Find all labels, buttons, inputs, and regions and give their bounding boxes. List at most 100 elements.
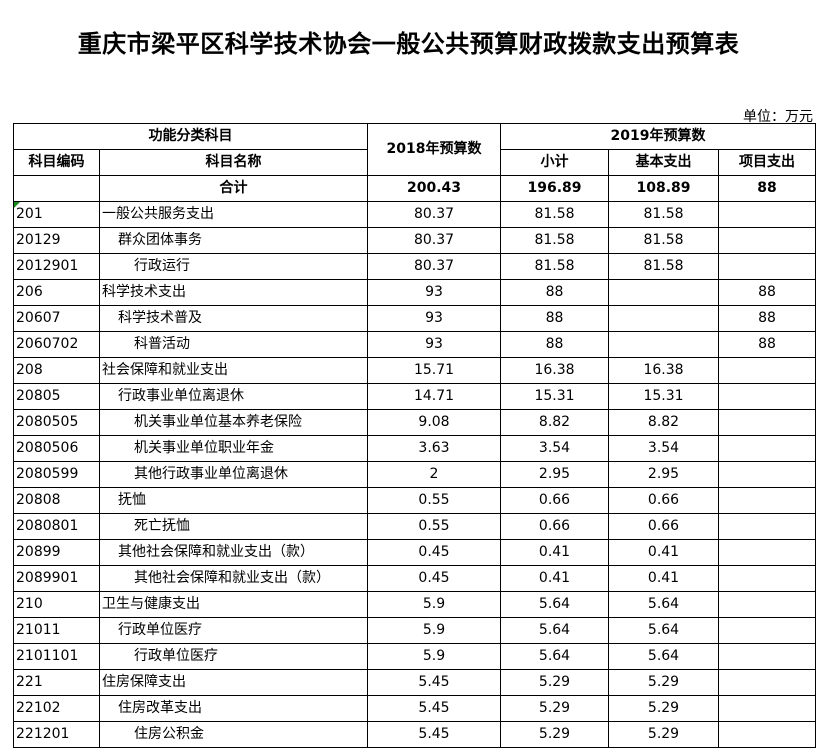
row-project <box>718 643 816 670</box>
total-project: 88 <box>718 175 816 202</box>
table-row: 20808 抚恤 0.55 0.66 0.66 <box>13 487 816 514</box>
row-subtotal: 15.31 <box>500 383 609 410</box>
row-2018: 9.08 <box>367 409 501 436</box>
row-project <box>718 695 816 722</box>
row-name: 卫生与健康支出 <box>99 591 368 618</box>
table-row: 208 社会保障和就业支出 15.71 16.38 16.38 <box>13 357 816 384</box>
row-basic <box>608 331 719 358</box>
row-basic: 5.29 <box>608 721 719 748</box>
row-subtotal: 0.41 <box>500 565 609 592</box>
row-2018: 0.45 <box>367 539 501 566</box>
row-name: 行政单位医疗 <box>99 643 368 670</box>
row-name: 行政事业单位离退休 <box>99 383 368 410</box>
row-code: 2060702 <box>13 331 100 358</box>
total-code <box>13 175 100 202</box>
row-2018: 5.9 <box>367 591 501 618</box>
table-row: 22102 住房改革支出 5.45 5.29 5.29 <box>13 695 816 722</box>
row-2018: 93 <box>367 305 501 332</box>
row-subtotal: 5.29 <box>500 721 609 748</box>
row-subtotal: 0.66 <box>500 487 609 514</box>
row-project <box>718 461 816 488</box>
row-name: 其他社会保障和就业支出（款） <box>99 539 368 566</box>
row-2018: 5.9 <box>367 643 501 670</box>
header-basic: 基本支出 <box>608 149 719 176</box>
row-subtotal: 5.29 <box>500 695 609 722</box>
row-name: 社会保障和就业支出 <box>99 357 368 384</box>
row-name: 一般公共服务支出 <box>99 201 368 228</box>
row-2018: 5.45 <box>367 669 501 696</box>
row-name: 群众团体事务 <box>99 227 368 254</box>
row-code: 221201 <box>13 721 100 748</box>
row-subtotal: 2.95 <box>500 461 609 488</box>
table-row: 221201 住房公积金 5.45 5.29 5.29 <box>13 721 816 748</box>
row-subtotal: 5.64 <box>500 643 609 670</box>
row-2018: 5.45 <box>367 721 501 748</box>
row-2018: 80.37 <box>367 227 501 254</box>
row-code: 20805 <box>13 383 100 410</box>
table-row: 20899 其他社会保障和就业支出（款） 0.45 0.41 0.41 <box>13 539 816 566</box>
row-basic: 16.38 <box>608 357 719 384</box>
row-subtotal: 81.58 <box>500 227 609 254</box>
row-code: 201 <box>13 201 100 228</box>
header-row-1: 功能分类科目 2018年预算数 2019年预算数 <box>13 123 816 176</box>
row-2018: 80.37 <box>367 253 501 280</box>
row-basic: 2.95 <box>608 461 719 488</box>
total-row: 合计 200.43 196.89 108.89 88 <box>13 175 816 202</box>
row-name: 抚恤 <box>99 487 368 514</box>
row-2018: 0.45 <box>367 565 501 592</box>
table-row: 2080801 死亡抚恤 0.55 0.66 0.66 <box>13 513 816 540</box>
table-row: 2060702 科普活动 93 88 88 <box>13 331 816 358</box>
row-basic: 5.64 <box>608 617 719 644</box>
row-basic <box>608 305 719 332</box>
total-label: 合计 <box>99 175 368 202</box>
header-code: 科目编码 <box>13 149 100 176</box>
header-func-class: 功能分类科目 <box>13 123 368 150</box>
row-name: 其他社会保障和就业支出（款） <box>99 565 368 592</box>
row-project: 88 <box>718 331 816 358</box>
table-row: 201 一般公共服务支出 80.37 81.58 81.58 <box>13 201 816 228</box>
row-project <box>718 721 816 748</box>
row-name: 机关事业单位基本养老保险 <box>99 409 368 436</box>
row-project <box>718 591 816 618</box>
row-subtotal: 88 <box>500 305 609 332</box>
row-project: 88 <box>718 305 816 332</box>
table-row: 210 卫生与健康支出 5.9 5.64 5.64 <box>13 591 816 618</box>
row-subtotal: 3.54 <box>500 435 609 462</box>
table-row: 2080505 机关事业单位基本养老保险 9.08 8.82 8.82 <box>13 409 816 436</box>
header-2018: 2018年预算数 <box>367 123 501 176</box>
row-code: 221 <box>13 669 100 696</box>
row-basic: 8.82 <box>608 409 719 436</box>
row-name: 住房改革支出 <box>99 695 368 722</box>
row-subtotal: 0.41 <box>500 539 609 566</box>
row-2018: 2 <box>367 461 501 488</box>
row-code: 2089901 <box>13 565 100 592</box>
row-basic: 0.66 <box>608 487 719 514</box>
row-project <box>718 435 816 462</box>
row-name: 行政运行 <box>99 253 368 280</box>
row-code: 20899 <box>13 539 100 566</box>
header-name: 科目名称 <box>99 149 368 176</box>
table-row: 2080506 机关事业单位职业年金 3.63 3.54 3.54 <box>13 435 816 462</box>
row-subtotal: 5.64 <box>500 591 609 618</box>
row-code: 210 <box>13 591 100 618</box>
row-code: 2080801 <box>13 513 100 540</box>
row-code: 20129 <box>13 227 100 254</box>
row-2018: 5.9 <box>367 617 501 644</box>
row-code: 20808 <box>13 487 100 514</box>
row-basic: 5.29 <box>608 669 719 696</box>
row-code: 2080506 <box>13 435 100 462</box>
row-basic: 5.29 <box>608 695 719 722</box>
row-subtotal: 5.29 <box>500 669 609 696</box>
row-name: 科学技术普及 <box>99 305 368 332</box>
row-basic: 5.64 <box>608 591 719 618</box>
row-basic: 81.58 <box>608 201 719 228</box>
row-project <box>718 617 816 644</box>
row-basic <box>608 279 719 306</box>
row-basic: 0.66 <box>608 513 719 540</box>
row-basic: 81.58 <box>608 227 719 254</box>
row-project <box>718 227 816 254</box>
row-name: 行政单位医疗 <box>99 617 368 644</box>
row-2018: 93 <box>367 279 501 306</box>
row-project <box>718 357 816 384</box>
row-2018: 80.37 <box>367 201 501 228</box>
